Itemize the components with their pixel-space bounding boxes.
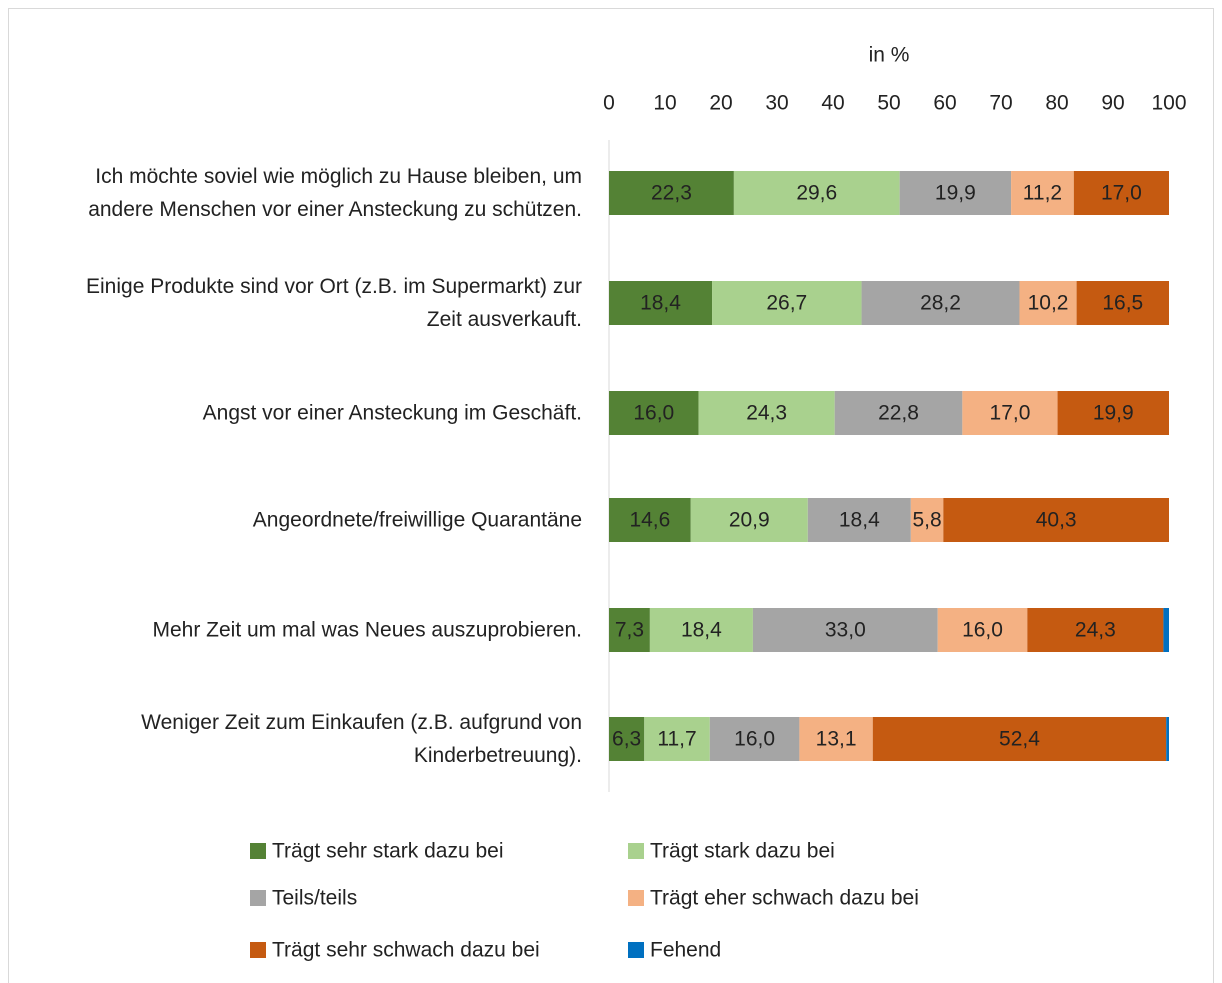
bar-segment bbox=[807, 498, 911, 542]
data-label: 26,7 bbox=[766, 292, 807, 315]
bar-segment bbox=[644, 717, 710, 761]
data-label: 17,0 bbox=[1101, 182, 1142, 205]
data-label: 14,6 bbox=[629, 509, 670, 532]
bar-segment bbox=[1076, 281, 1169, 325]
legend-swatch bbox=[250, 942, 266, 958]
legend-label: Teils/teils bbox=[272, 887, 357, 910]
data-label: 29,6 bbox=[796, 182, 837, 205]
category-label: Angst vor einer Ansteckung im Geschäft. bbox=[202, 401, 582, 425]
bar-segment bbox=[872, 717, 1167, 761]
legend-label: Fehend bbox=[650, 939, 721, 962]
category-label: Einige Produkte sind vor Ort (z.B. im Su… bbox=[86, 275, 582, 331]
bar-segment bbox=[698, 391, 835, 435]
legend-swatch bbox=[628, 843, 644, 859]
data-label: 28,2 bbox=[920, 292, 961, 315]
category-label: Angeordnete/freiwillige Quarantäne bbox=[252, 508, 582, 532]
data-label: 5,8 bbox=[912, 509, 941, 532]
data-label: 24,3 bbox=[746, 402, 787, 425]
data-label: 18,4 bbox=[640, 292, 681, 315]
bar-segment bbox=[609, 608, 650, 652]
x-tick-label: 30 bbox=[765, 92, 788, 115]
bar-segment bbox=[609, 391, 699, 435]
bar-segment bbox=[1166, 717, 1169, 761]
data-label: 20,9 bbox=[729, 509, 770, 532]
bar-segment bbox=[899, 171, 1012, 215]
data-label: 52,4 bbox=[999, 728, 1040, 751]
data-label: 22,8 bbox=[878, 402, 919, 425]
data-label: 18,4 bbox=[839, 509, 880, 532]
legend-label: Trägt eher schwach dazu bei bbox=[650, 887, 919, 910]
x-tick-label: 100 bbox=[1151, 92, 1186, 115]
x-tick-label: 20 bbox=[709, 92, 732, 115]
x-tick-label: 50 bbox=[877, 92, 900, 115]
bar-segment bbox=[609, 498, 691, 542]
data-label: 7,3 bbox=[615, 619, 644, 642]
legend-swatch bbox=[628, 942, 644, 958]
bar-segment bbox=[1073, 171, 1169, 215]
bar-segment bbox=[1011, 171, 1074, 215]
x-tick-label: 80 bbox=[1045, 92, 1068, 115]
category-label: Weniger Zeit zum Einkaufen (z.B. aufgrun… bbox=[141, 711, 582, 767]
bar-segment bbox=[1057, 391, 1169, 435]
data-label: 19,9 bbox=[1093, 402, 1134, 425]
data-label: 22,3 bbox=[651, 182, 692, 205]
data-label: 10,2 bbox=[1028, 292, 1069, 315]
bar-segment bbox=[733, 171, 900, 215]
data-label: 19,9 bbox=[935, 182, 976, 205]
bar-segment bbox=[962, 391, 1058, 435]
data-label: 16,0 bbox=[633, 402, 674, 425]
data-label: 17,0 bbox=[990, 402, 1031, 425]
bar-segment bbox=[609, 171, 734, 215]
bar-segment bbox=[910, 498, 944, 542]
bar-segment bbox=[799, 717, 873, 761]
category-label: Mehr Zeit um mal was Neues auszuprobiere… bbox=[152, 618, 582, 642]
category-label: Ich möchte soviel wie möglich zu Hause b… bbox=[88, 165, 582, 221]
x-tick-label: 60 bbox=[933, 92, 956, 115]
legend-swatch bbox=[250, 890, 266, 906]
legend-label: Trägt sehr stark dazu bei bbox=[272, 840, 504, 863]
bar-segment bbox=[943, 498, 1169, 542]
bar-segment bbox=[834, 391, 963, 435]
legend-label: Trägt stark dazu bei bbox=[650, 840, 835, 863]
data-label: 18,4 bbox=[681, 619, 722, 642]
legend-swatch bbox=[250, 843, 266, 859]
chart-border bbox=[8, 8, 1214, 983]
legend-swatch bbox=[628, 890, 644, 906]
axis-title: in % bbox=[869, 44, 910, 67]
data-label: 11,7 bbox=[657, 728, 696, 751]
data-label: 24,3 bbox=[1075, 619, 1116, 642]
legend-label: Trägt sehr schwach dazu bei bbox=[272, 939, 540, 962]
data-label: 33,0 bbox=[825, 619, 866, 642]
x-tick-label: 10 bbox=[653, 92, 676, 115]
x-tick-label: 70 bbox=[989, 92, 1012, 115]
data-label: 16,5 bbox=[1102, 292, 1143, 315]
bar-segment bbox=[649, 608, 753, 652]
data-label: 13,1 bbox=[816, 728, 857, 751]
bar-segment bbox=[861, 281, 1020, 325]
bar-segment bbox=[609, 717, 645, 761]
data-label: 16,0 bbox=[962, 619, 1003, 642]
data-label: 11,2 bbox=[1023, 182, 1062, 205]
x-tick-label: 40 bbox=[821, 92, 844, 115]
data-label: 16,0 bbox=[734, 728, 775, 751]
x-tick-label: 0 bbox=[603, 92, 615, 115]
bar-segment bbox=[752, 608, 938, 652]
bar-segment bbox=[709, 717, 800, 761]
bar-segment bbox=[1019, 281, 1077, 325]
data-label: 6,3 bbox=[612, 728, 641, 751]
bar-segment bbox=[690, 498, 808, 542]
bar-segment bbox=[1163, 608, 1169, 652]
bar-segment bbox=[712, 281, 862, 325]
data-label: 40,3 bbox=[1036, 509, 1077, 532]
x-tick-label: 90 bbox=[1101, 92, 1124, 115]
bar-segment bbox=[1027, 608, 1164, 652]
bar-segment bbox=[937, 608, 1028, 652]
bar-segment bbox=[609, 281, 713, 325]
